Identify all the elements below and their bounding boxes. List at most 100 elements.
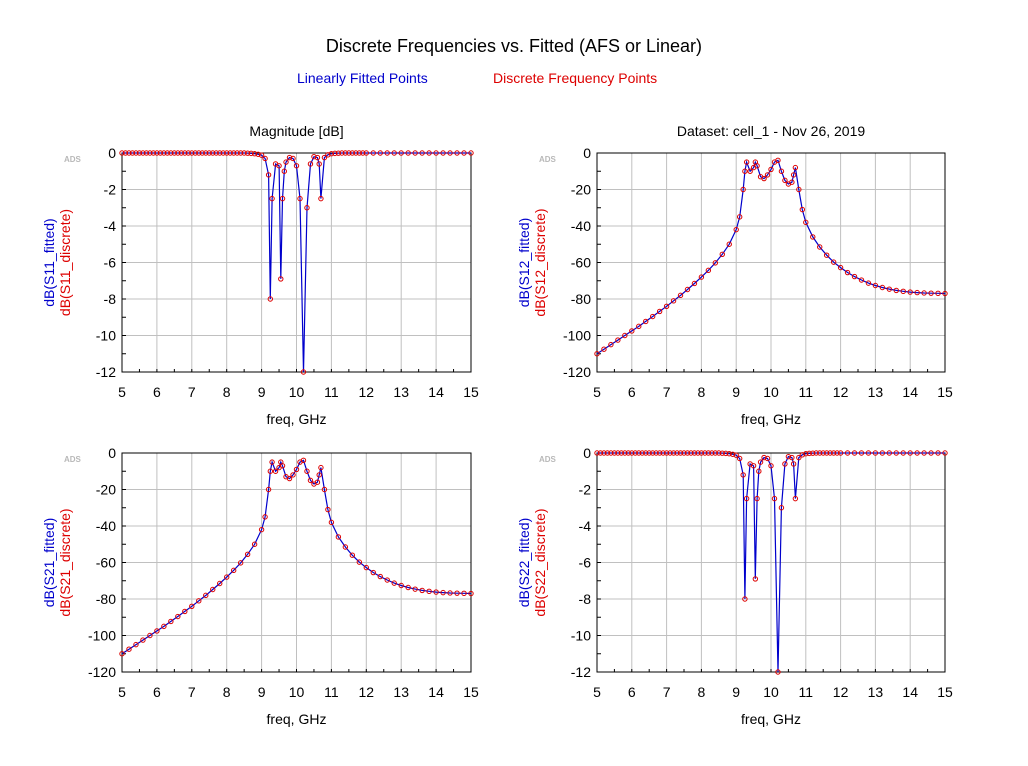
series-discrete-point [799, 452, 806, 458]
series-discrete-point [716, 450, 722, 456]
y-tick-label: -60 [571, 255, 591, 271]
series-discrete-point [615, 450, 621, 456]
series-discrete-point [307, 477, 314, 484]
series-discrete-point [136, 150, 143, 156]
series-discrete-point [743, 495, 750, 502]
series-discrete-point [768, 463, 774, 469]
plot-s12: ADS 5 6 7 8 9 10 11 12 13 14 15 0 -20 -40 -60 -80 -100 -12… [516, 123, 953, 427]
series-discrete-point [224, 574, 230, 580]
series-discrete-point [712, 450, 719, 456]
y-tick-label: -4 [579, 518, 592, 534]
series-discrete-point [761, 454, 767, 461]
series-discrete-point [742, 168, 748, 174]
series-discrete-point [636, 450, 642, 456]
x-tick-label: 14 [428, 684, 444, 700]
series-discrete-point [733, 226, 739, 233]
x-tick-label: 14 [902, 384, 918, 400]
series-discrete-point [691, 280, 698, 287]
series-discrete-point [775, 669, 781, 675]
ads-watermark: ADS [64, 455, 82, 464]
series-discrete-point [168, 618, 174, 625]
series-discrete-point [175, 613, 181, 620]
x-tick-label: 11 [324, 384, 339, 400]
series-discrete-point [321, 486, 328, 493]
series-discrete-point [370, 569, 376, 576]
y-tick-label: -80 [571, 291, 591, 307]
series-discrete-point [147, 150, 153, 156]
series-discrete-point [335, 534, 342, 540]
series-discrete-point [639, 450, 645, 456]
series-discrete-point [752, 576, 759, 582]
series-discrete-point [206, 150, 212, 156]
series-discrete-point [886, 286, 893, 292]
series-discrete-point [262, 155, 268, 162]
series-discrete-point [782, 177, 788, 184]
series-discrete-point [594, 351, 600, 357]
series-discrete-point [629, 450, 635, 456]
series-discrete-point [649, 450, 656, 456]
series-discrete-point [834, 450, 840, 456]
series-discrete-point [332, 150, 338, 157]
series-discrete-point [688, 450, 694, 456]
y-tick-label: -80 [96, 591, 116, 607]
series-discrete-point [817, 244, 823, 250]
y-axis-label-discrete: dB(S22_discrete) [532, 508, 548, 616]
series-discrete-point [803, 219, 809, 226]
series-discrete-point [454, 150, 460, 156]
series-discrete-point [258, 152, 265, 158]
x-tick-label: 10 [289, 384, 305, 400]
series-discrete-point [199, 150, 205, 156]
series-discrete-point [154, 628, 160, 634]
plot-header: Dataset: cell_1 - Nov 26, 2019 [677, 123, 866, 139]
y-tick-label: 0 [583, 145, 591, 161]
series-discrete-point [677, 450, 684, 456]
plot-s11: ADS 5 6 7 8 9 10 11 12 13 14 15 0 -2 -4 -6 -8 -10 -12 freq,… [41, 123, 479, 427]
x-tick-label: 10 [763, 384, 779, 400]
series-discrete-point [182, 608, 188, 615]
series-discrete-point [304, 205, 310, 211]
series-discrete-point [625, 450, 632, 456]
series-discrete-point [300, 369, 307, 375]
series-discrete-point [858, 450, 865, 456]
y-axis-label-discrete: dB(S12_discrete) [532, 208, 548, 316]
series-discrete-point [879, 450, 886, 456]
series-discrete-point [468, 590, 474, 597]
series-discrete-point [300, 457, 307, 463]
series-discrete-point [196, 150, 202, 156]
series-discrete-point [182, 150, 188, 156]
y-tick-label: -12 [96, 364, 116, 380]
series-discrete-point [119, 651, 125, 657]
series-discrete-point [768, 166, 774, 173]
series-discrete-point [757, 459, 764, 465]
series-discrete-point [817, 450, 823, 456]
series-discrete-point [844, 450, 851, 456]
series-discrete-point [736, 455, 743, 462]
y-axis-label-fitted: dB(S22_fitted) [516, 518, 532, 608]
plot-s21: ADS 5 6 7 8 9 10 11 12 13 14 15 0 -20 -40 -60 -80 -100 -12… [41, 445, 479, 727]
series-discrete-point [314, 479, 321, 485]
series-discrete-point [203, 150, 209, 156]
legend-fitted: Linearly Fitted Points [297, 70, 428, 86]
series-discrete-point [161, 150, 167, 156]
y-tick-label: -20 [96, 482, 116, 498]
series-discrete-point [154, 150, 160, 156]
series-discrete-point [792, 495, 799, 502]
series-discrete-point [276, 163, 282, 169]
series-discrete-point [740, 186, 746, 193]
series-discrete-point [601, 450, 607, 456]
y-tick-label: -6 [579, 555, 592, 571]
series-discrete-point [447, 150, 453, 156]
series-discrete-point [267, 296, 274, 302]
series-discrete-point [196, 598, 202, 604]
series-discrete-point [122, 150, 129, 156]
x-tick-label: 8 [698, 684, 706, 700]
series-discrete-point [267, 468, 274, 474]
series-discrete-point [702, 450, 708, 456]
series-discrete-point [286, 475, 293, 482]
series-discrete-point [251, 151, 258, 157]
x-tick-label: 9 [732, 684, 740, 700]
series-discrete-point [799, 206, 806, 213]
y-tick-label: -8 [104, 291, 117, 307]
series-discrete-point [796, 186, 802, 193]
series-discrete-point [764, 172, 771, 178]
